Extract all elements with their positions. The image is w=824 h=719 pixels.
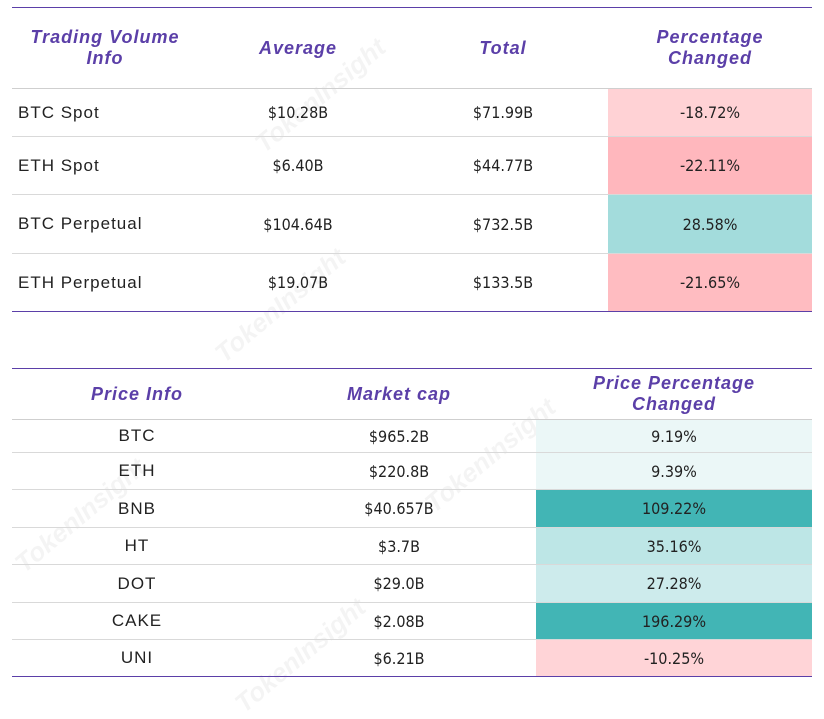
header-average: Average: [258, 37, 338, 58]
average-value: $19.07B: [267, 273, 329, 292]
change-value: 27.28%: [536, 565, 812, 602]
total-value: $133.5B: [472, 273, 534, 292]
table-row: DOT $29.0B 27.28%: [12, 565, 812, 603]
row-name: ETH Spot: [18, 155, 100, 175]
header-total: Total: [479, 37, 527, 58]
change-value: 9.19%: [536, 420, 812, 452]
row-name: BTC Spot: [18, 102, 100, 122]
change-value: 109.22%: [536, 490, 812, 527]
change-value: 196.29%: [536, 603, 812, 639]
change-value: -21.65%: [608, 254, 812, 311]
coin-name: UNI: [120, 648, 154, 667]
market-cap-value: $6.21B: [373, 648, 425, 668]
coin-name: DOT: [117, 573, 157, 593]
average-value: $104.64B: [263, 214, 333, 234]
table-row: BTC Perpetual $104.64B $732.5B 28.58%: [12, 195, 812, 254]
change-value: -10.25%: [536, 640, 812, 676]
coin-name: BNB: [118, 498, 156, 518]
header-trading-volume-info: Trading Volume Info: [30, 27, 180, 68]
coin-name: ETH: [118, 461, 156, 480]
average-value: $6.40B: [272, 156, 324, 175]
row-name: BTC Perpetual: [18, 214, 143, 233]
table-header: Trading Volume Info Average Total Percent…: [12, 7, 812, 89]
change-value: 9.39%: [536, 453, 812, 489]
average-value: $10.28B: [267, 103, 329, 122]
header-percentage-changed: Percentage Changed: [656, 27, 764, 68]
table-row: HT $3.7B 35.16%: [12, 528, 812, 565]
total-value: $44.77B: [472, 156, 534, 175]
header-price-info: Price Info: [90, 383, 184, 404]
row-name: ETH Perpetual: [18, 272, 143, 292]
header-price-percentage-changed: Price Percentage Changed: [592, 373, 756, 414]
table-row: BTC Spot $10.28B $71.99B -18.72%: [12, 89, 812, 137]
total-value: $71.99B: [472, 103, 534, 122]
market-cap-value: $965.2B: [368, 426, 430, 446]
table-row: BTC $965.2B 9.19%: [12, 420, 812, 453]
header-market-cap: Market cap: [346, 383, 452, 404]
market-cap-value: $29.0B: [373, 574, 425, 593]
coin-name: BTC: [118, 426, 156, 445]
coin-name: HT: [124, 536, 150, 555]
market-cap-value: $40.657B: [364, 499, 434, 518]
table-row: ETH Perpetual $19.07B $133.5B -21.65%: [12, 254, 812, 312]
trading-volume-table: Trading Volume Info Average Total Percent…: [12, 7, 812, 312]
coin-name: CAKE: [111, 611, 163, 630]
market-cap-value: $2.08B: [373, 611, 425, 631]
table-row: ETH $220.8B 9.39%: [12, 453, 812, 490]
change-value: -18.72%: [608, 89, 812, 136]
change-value: 28.58%: [608, 195, 812, 253]
price-info-table: Price Info Market cap Price Percentage Ch…: [12, 368, 812, 677]
table-row: BNB $40.657B 109.22%: [12, 490, 812, 528]
table-row: UNI $6.21B -10.25%: [12, 640, 812, 677]
market-cap-value: $220.8B: [368, 461, 430, 481]
table-header: Price Info Market cap Price Percentage Ch…: [12, 368, 812, 420]
table-row: ETH Spot $6.40B $44.77B -22.11%: [12, 137, 812, 195]
market-cap-value: $3.7B: [378, 536, 420, 556]
change-value: 35.16%: [536, 528, 812, 564]
change-value: -22.11%: [608, 137, 812, 194]
total-value: $732.5B: [472, 214, 534, 234]
table-row: CAKE $2.08B 196.29%: [12, 603, 812, 640]
